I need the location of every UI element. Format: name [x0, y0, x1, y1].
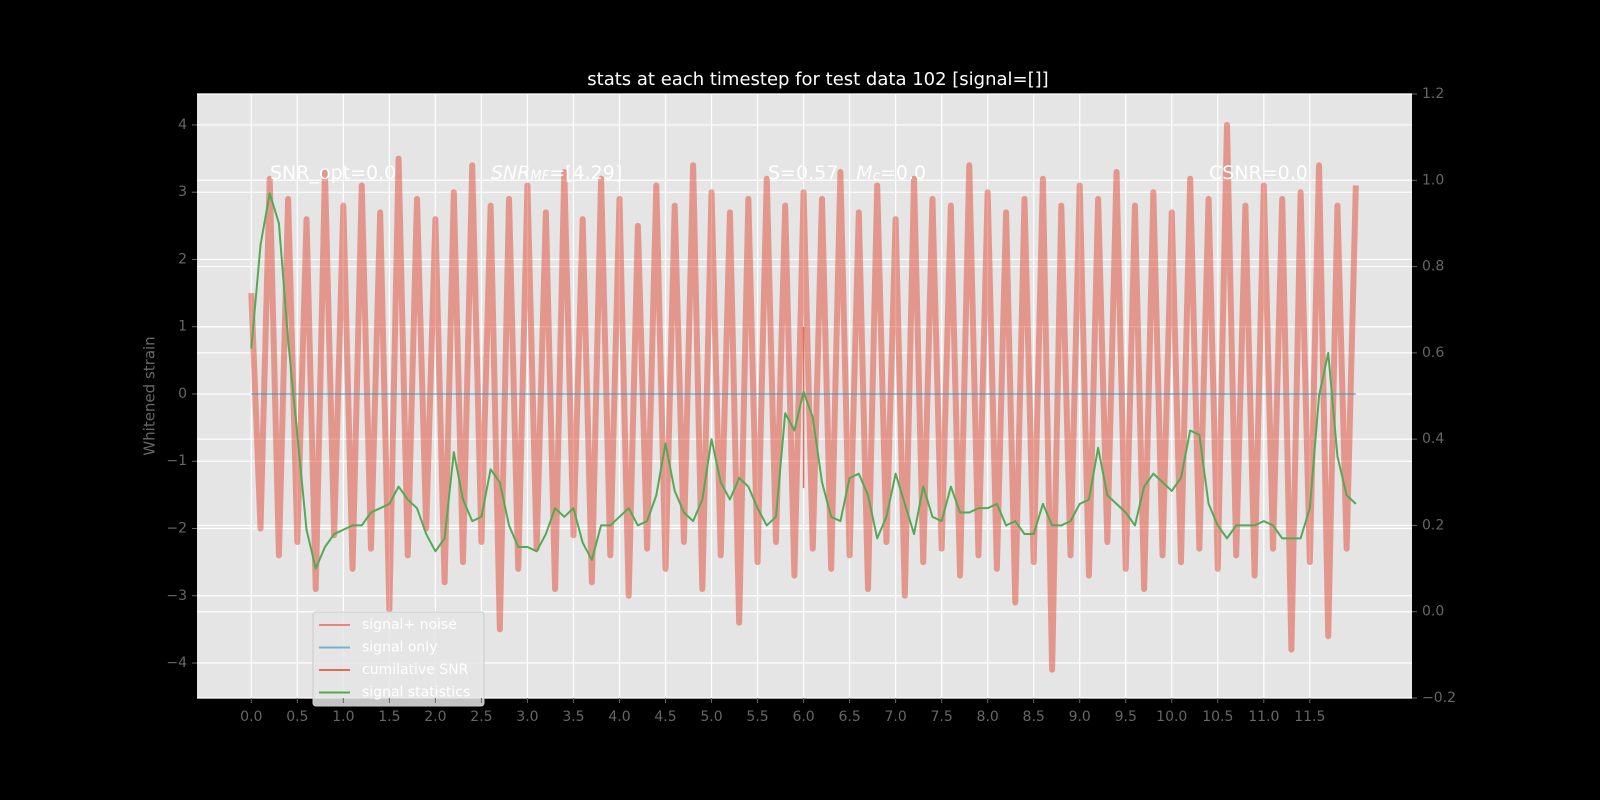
y-tick-label: −4	[166, 655, 187, 671]
annotation: CSNR=0.0	[1209, 162, 1308, 184]
x-tick-label: 7.0	[884, 709, 906, 725]
annotation: SNR_opt=0.0	[270, 162, 396, 184]
chart-title: stats at each timestep for test data 102…	[587, 69, 1048, 90]
x-tick-label: 5.0	[700, 709, 722, 725]
x-tick-label: 0.5	[286, 709, 308, 725]
y-tick-label: −1	[166, 453, 187, 469]
y-tick-label: 2	[178, 251, 187, 267]
y-tick-label: 0	[178, 386, 187, 402]
annotation: SNRMF=[4.29]	[491, 162, 622, 185]
annotation-part: c	[873, 169, 880, 184]
x-tick-label: 11.5	[1294, 709, 1325, 725]
legend-label: signal only	[362, 640, 437, 656]
x-tick-label: 3.0	[516, 709, 538, 725]
y-tick-label: 1	[178, 319, 187, 335]
annotation: S=0.57 Mc=0.0	[768, 162, 926, 185]
x-tick-label: 6.0	[792, 709, 814, 725]
y2-tick-label: 1.0	[1422, 172, 1444, 188]
x-tick-label: 9.5	[1115, 709, 1137, 725]
x-tick-label: 11.0	[1248, 709, 1279, 725]
x-tick-label: 1.5	[378, 709, 400, 725]
annotation-part: CSNR=0.0	[1209, 162, 1308, 184]
x-tick-label: 4.5	[654, 709, 676, 725]
x-tick-label: 10.0	[1156, 709, 1187, 725]
x-tick-label: 6.5	[838, 709, 860, 725]
y2-tick-label: 0.6	[1422, 345, 1444, 361]
legend-label: signal+ noise	[362, 617, 457, 633]
x-tick-label: 7.5	[931, 709, 953, 725]
series-line	[248, 121, 1359, 673]
y2-tick-label: −0.2	[1422, 690, 1456, 706]
x-tick-label: 3.5	[562, 709, 584, 725]
x-tick-label: 2.0	[424, 709, 446, 725]
x-tick-label: 4.0	[608, 709, 630, 725]
annotation-part: =0.0	[880, 162, 926, 184]
annotation-part: SNR	[491, 162, 530, 184]
x-tick-label: 0.0	[240, 709, 262, 725]
y2-tick-label: 0.2	[1422, 517, 1444, 533]
x-tick-label: 5.5	[746, 709, 768, 725]
y2-tick-label: 0.0	[1422, 604, 1444, 620]
x-tick-label: 10.5	[1202, 709, 1233, 725]
y-tick-label: 3	[178, 184, 187, 200]
x-tick-label: 9.0	[1069, 709, 1091, 725]
legend-label: signal statistics	[362, 685, 470, 701]
annotation-part: =[4.29]	[549, 162, 622, 184]
y2-tick-label: 0.8	[1422, 259, 1444, 275]
y2-tick-label: 1.2	[1422, 86, 1444, 102]
y-tick-label: −3	[166, 588, 187, 604]
y2-tick-label: 0.4	[1422, 431, 1444, 447]
annotation-part: M	[856, 162, 872, 184]
series-line	[250, 192, 1357, 570]
y-axis-label: Whitened strain	[141, 336, 159, 455]
legend-label: cumilative SNR	[362, 662, 469, 678]
x-tick-label: 8.0	[977, 709, 999, 725]
x-tick-label: 8.5	[1023, 709, 1045, 725]
annotation-part: SNR_opt=0.0	[270, 162, 396, 184]
annotation-part: S=0.57	[768, 162, 856, 184]
legend-box	[312, 611, 485, 707]
x-tick-label: 2.5	[470, 709, 492, 725]
annotation-part: MF	[530, 169, 549, 184]
y-tick-label: 4	[178, 117, 187, 133]
y-tick-label: −2	[166, 521, 187, 537]
x-tick-label: 1.0	[332, 709, 354, 725]
